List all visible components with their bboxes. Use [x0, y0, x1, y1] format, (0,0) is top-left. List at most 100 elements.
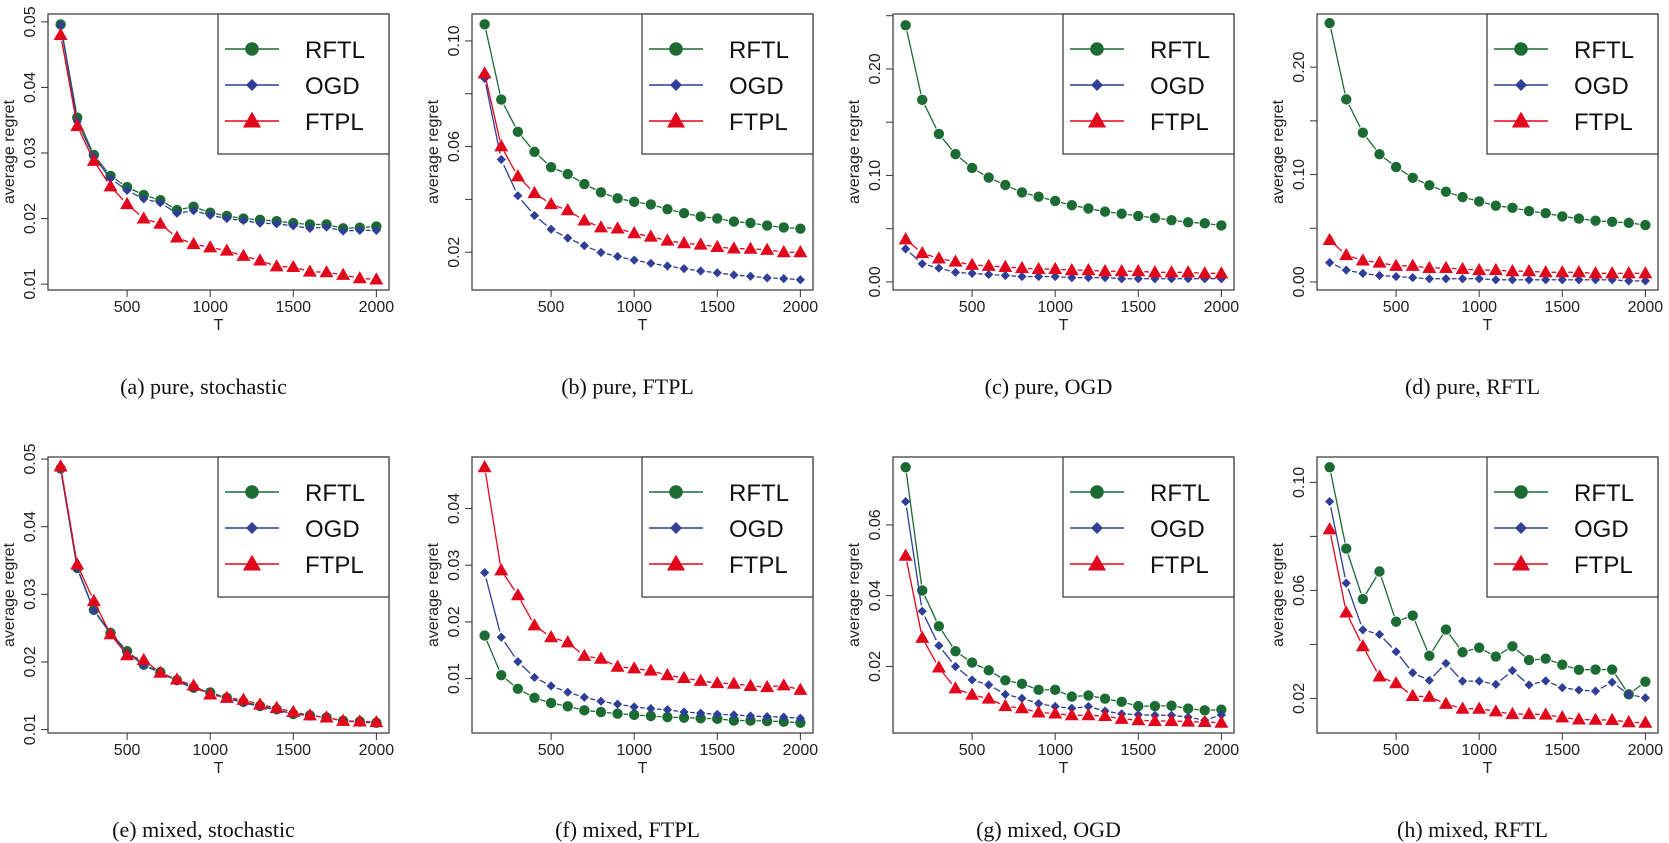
- series-rftl: [1324, 462, 1651, 700]
- data-point: [917, 606, 927, 616]
- series-line-segment: [573, 707, 579, 710]
- series-line-segment: [199, 244, 205, 247]
- y-tick-label: 0.10: [867, 160, 884, 191]
- y-tick-label: 0.04: [22, 72, 39, 103]
- series-line-segment: [1534, 681, 1540, 685]
- series-line-segment: [485, 84, 501, 154]
- data-point: [793, 682, 808, 695]
- data-point: [203, 240, 218, 253]
- legend: RFTL OGD FTPL: [1486, 13, 1659, 155]
- data-point: [1081, 708, 1096, 721]
- data-point: [103, 179, 118, 192]
- series-line-segment: [348, 275, 354, 278]
- x-tick-label: 1500: [1544, 742, 1580, 759]
- y-tick-label: 0.06: [446, 131, 463, 162]
- data-point: [105, 173, 116, 184]
- series-line-segment: [96, 165, 108, 182]
- data-point: [984, 680, 994, 690]
- data-point: [1522, 706, 1537, 720]
- data-point: [494, 563, 509, 576]
- series-line-segment: [232, 698, 238, 702]
- series-line-segment: [149, 219, 155, 223]
- data-point: [1017, 693, 1027, 703]
- data-point: [728, 715, 740, 726]
- data-point: [950, 661, 961, 672]
- data-point: [1621, 266, 1636, 279]
- series-line-segment: [656, 263, 662, 266]
- data-point: [1133, 700, 1144, 712]
- series-line-segment: [299, 712, 305, 715]
- series-line-segment: [1368, 260, 1374, 263]
- x-tick-label: 500: [538, 299, 565, 316]
- data-point: [1574, 275, 1584, 285]
- data-point: [562, 701, 573, 712]
- series-line-segment: [1567, 665, 1574, 669]
- data-point: [369, 714, 384, 728]
- data-point: [1408, 273, 1418, 283]
- data-point: [302, 264, 317, 277]
- series-line-segment: [132, 656, 139, 659]
- data-point: [1031, 261, 1046, 275]
- series-line-segment: [199, 208, 205, 212]
- data-point: [546, 224, 556, 234]
- legend-label: OGD: [1150, 516, 1205, 543]
- series-line-segment: [961, 262, 967, 265]
- data-point: [931, 660, 946, 673]
- series-line-segment: [332, 227, 338, 231]
- data-point: [172, 208, 182, 218]
- x-tick-label: 1000: [616, 742, 652, 759]
- series-line-segment: [61, 30, 77, 116]
- data-point: [1507, 641, 1518, 652]
- legend-triangle-icon: [1511, 554, 1531, 571]
- series-line-segment: [1094, 208, 1100, 212]
- series-line-segment: [485, 578, 501, 632]
- data-point: [1339, 247, 1354, 261]
- y-tick-label: 0.02: [22, 646, 39, 677]
- data-point: [1440, 624, 1452, 635]
- data-point: [305, 223, 315, 233]
- series-line-segment: [1500, 648, 1508, 654]
- legend-label: OGD: [305, 516, 360, 543]
- legend: RFTL OGD FTPL: [1486, 456, 1659, 598]
- data-point: [496, 632, 506, 642]
- series-line-segment: [215, 695, 222, 698]
- data-point: [596, 696, 606, 706]
- series-line-segment: [1330, 535, 1346, 607]
- series-line-segment: [927, 264, 934, 268]
- data-point: [1164, 713, 1179, 726]
- data-point: [1183, 274, 1193, 284]
- data-point: [662, 203, 673, 215]
- data-point: [579, 241, 589, 251]
- series-line-segment: [538, 155, 548, 164]
- data-point: [643, 229, 658, 242]
- series-rftl: [1324, 17, 1651, 231]
- series-line-segment: [1551, 213, 1557, 216]
- series-line-segment: [960, 689, 967, 694]
- data-point: [1322, 232, 1337, 246]
- series-line-segment: [315, 715, 321, 718]
- x-tick-label: 500: [959, 742, 986, 759]
- data-point: [898, 232, 913, 245]
- data-point: [1624, 276, 1634, 286]
- legend-box: [1062, 456, 1235, 598]
- data-point: [981, 691, 996, 704]
- data-point: [186, 236, 201, 250]
- data-point: [1505, 706, 1520, 720]
- series-line-segment: [131, 207, 140, 216]
- series-line-segment: [1568, 216, 1574, 219]
- x-tick-label: 2000: [783, 742, 819, 759]
- data-point: [1166, 214, 1177, 226]
- series-line-segment: [590, 656, 596, 659]
- data-point: [1590, 275, 1601, 285]
- data-point: [1324, 17, 1335, 29]
- data-point: [1540, 208, 1551, 219]
- data-point: [319, 265, 334, 278]
- data-point: [1457, 647, 1468, 658]
- series-line-segment: [96, 615, 108, 630]
- data-point: [480, 568, 490, 578]
- data-point: [1197, 714, 1212, 728]
- legend-diamond-icon: [1091, 522, 1103, 534]
- chart-panel-e: 500 1000 1500 2000 T 0.01 0.02 0.03 0.04 0.05 aver…: [1, 443, 394, 842]
- data-point: [288, 221, 298, 231]
- series-line-segment: [739, 683, 745, 686]
